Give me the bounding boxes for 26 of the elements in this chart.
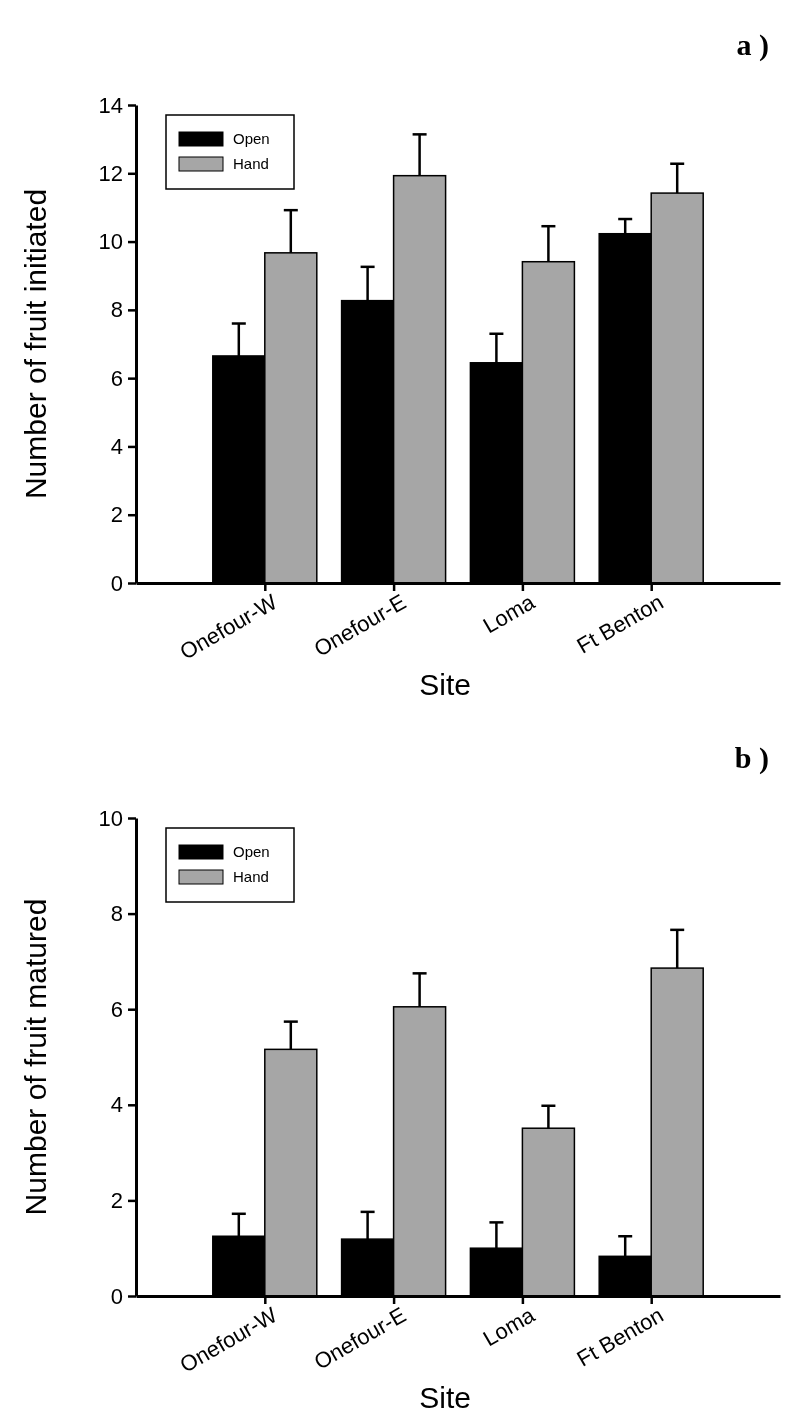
y-tick-label: 8 [110, 297, 123, 323]
y-tick-label: 6 [110, 996, 123, 1022]
y-tick-label: 10 [98, 805, 123, 831]
legend-label: Open [233, 843, 270, 860]
legend-label: Open [233, 130, 270, 147]
x-axis-title: Site [419, 1381, 471, 1414]
x-tick-label: Loma [478, 588, 540, 639]
y-tick-label: 6 [110, 365, 123, 391]
chart-title: b ) [734, 741, 769, 775]
x-axis-title: Site [419, 668, 471, 701]
y-axis-title: Number of fruit initiated [19, 188, 52, 500]
y-tick-label: 8 [110, 901, 123, 927]
y-tick-label: 0 [110, 570, 123, 596]
y-tick-label: 10 [98, 229, 123, 255]
chart-title: a ) [736, 28, 769, 62]
legend-label: Hand [233, 868, 269, 885]
y-axis-title: Number of fruit matured [19, 898, 52, 1216]
x-tick-label: Loma [478, 1301, 540, 1352]
y-tick-label: 2 [110, 502, 123, 528]
y-tick-label: 12 [98, 160, 123, 186]
y-tick-label: 2 [110, 1187, 123, 1213]
y-tick-label: 14 [98, 92, 123, 118]
y-tick-label: 4 [110, 433, 123, 459]
y-tick-label: 0 [110, 1283, 123, 1309]
legend-label: Hand [233, 155, 269, 172]
y-tick-label: 4 [110, 1092, 123, 1118]
